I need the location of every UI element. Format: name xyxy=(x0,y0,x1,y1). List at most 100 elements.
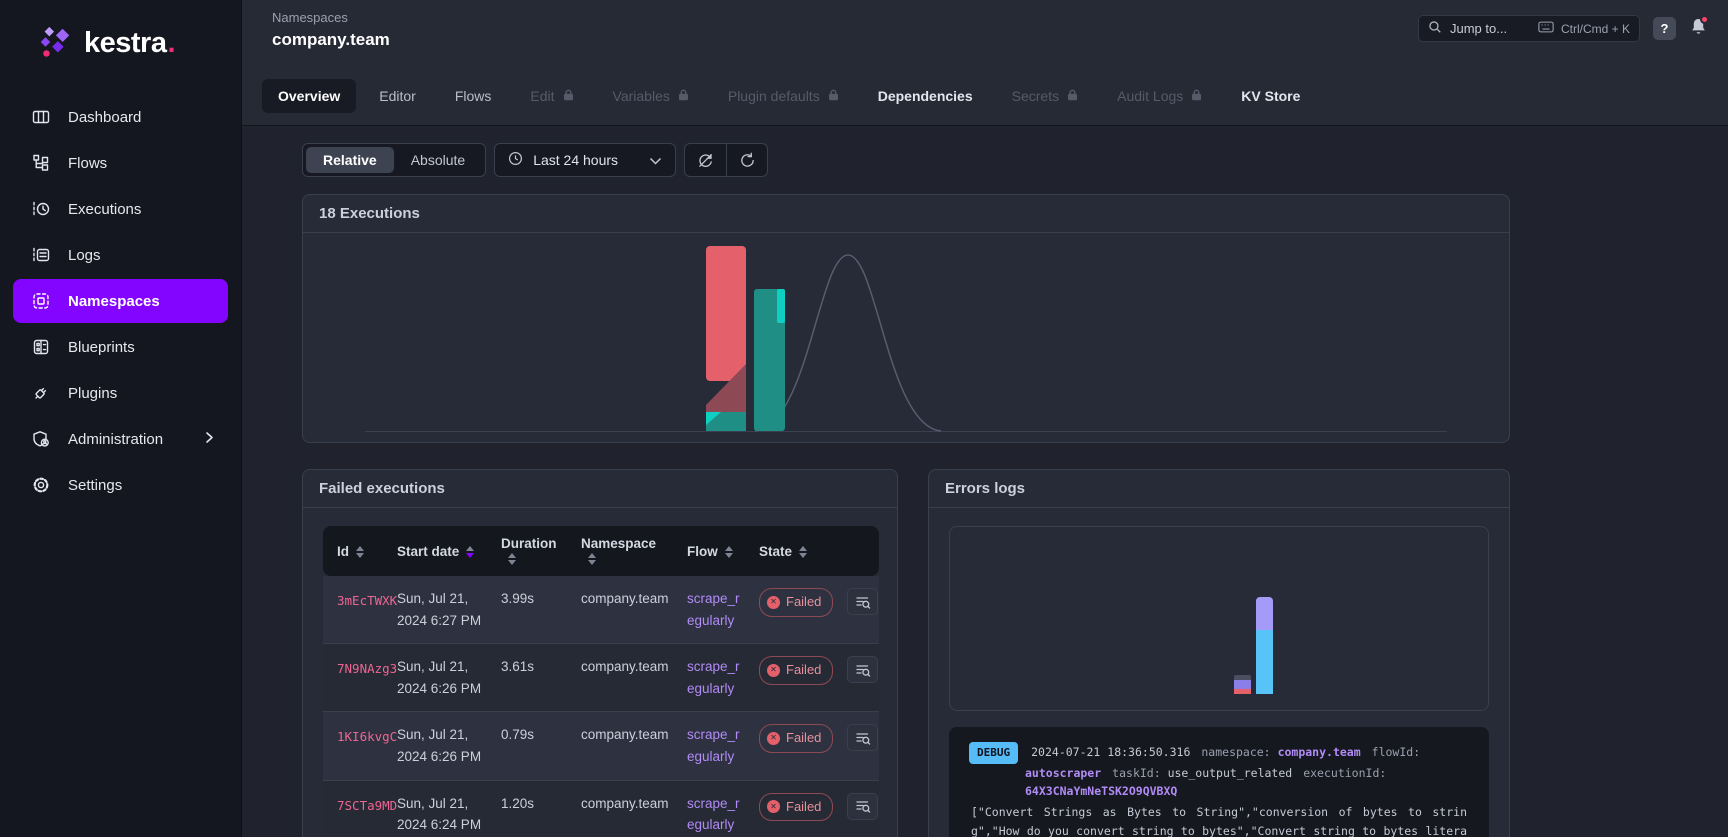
tab-label: Plugin defaults xyxy=(727,87,820,104)
sidebar-item-logs[interactable]: Logs xyxy=(13,233,228,277)
help-button[interactable]: ? xyxy=(1653,17,1676,40)
flow-link[interactable]: scrape_regularly xyxy=(687,659,740,696)
table-row[interactable]: 7N9NAzg3 Sun, Jul 21, 2024 6:26 PM 3.61s… xyxy=(323,643,879,712)
execution-id-link[interactable]: 1KI6kvgC xyxy=(337,729,398,745)
executions-card: 18 Executions xyxy=(302,194,1510,443)
table-row[interactable]: 3mEcTWXK Sun, Jul 21, 2024 6:27 PM 3.99s… xyxy=(323,576,879,644)
search-placeholder: Jump to... xyxy=(1450,21,1508,36)
logo-wordmark: kestra xyxy=(84,26,167,59)
log-level-badge: DEBUG xyxy=(969,742,1019,764)
col-state[interactable]: State xyxy=(751,526,839,576)
bar2-success-segment xyxy=(754,289,785,431)
status-badge-failed: ✕ Failed xyxy=(759,792,834,822)
failed-circle-x-icon: ✕ xyxy=(767,800,780,814)
namespace-value[interactable]: company.team xyxy=(1277,745,1361,759)
search-shortcut-hint: Ctrl/Cmd + K xyxy=(1560,21,1630,36)
jump-to-search-input[interactable]: Jump to... Ctrl/Cmd + K xyxy=(1418,15,1640,42)
duration-cell: 0.79s xyxy=(501,727,535,743)
sort-asc-icon xyxy=(724,545,733,551)
col-duration[interactable]: Duration xyxy=(493,526,573,576)
search-icon xyxy=(1428,20,1442,37)
flows-icon xyxy=(31,153,51,173)
sidebar-item-blueprints[interactable]: Blueprints xyxy=(13,325,228,369)
executions-card-title: 18 Executions xyxy=(303,195,1509,233)
sidebar-item-label: Settings xyxy=(68,476,123,494)
tab-variables[interactable]: Variables xyxy=(597,79,705,113)
flow-link[interactable]: scrape_regularly xyxy=(687,727,740,764)
start-date-cell: Sun, Jul 21, 2024 6:26 PM xyxy=(397,727,482,764)
execution-id-link[interactable]: 3mEcTWXK xyxy=(337,593,398,608)
auto-refresh-off-button[interactable] xyxy=(685,144,726,176)
sidebar-item-dashboard[interactable]: Dashboard xyxy=(13,95,228,139)
sidebar-item-namespaces[interactable]: Namespaces xyxy=(13,279,228,323)
flow-link[interactable]: scrape_regularly xyxy=(687,591,740,628)
duration-cell: 3.61s xyxy=(501,659,535,675)
col-namespace[interactable]: Namespace xyxy=(573,526,679,576)
sort-asc-icon xyxy=(356,545,364,551)
taskid-value: use_output_related xyxy=(1167,765,1293,780)
namespace-cell: company.team xyxy=(581,659,669,675)
tab-edit[interactable]: Edit xyxy=(514,79,589,113)
tab-kv-store[interactable]: KV Store xyxy=(1225,79,1316,113)
notifications-bell-icon[interactable] xyxy=(1689,15,1709,42)
tab-label: Variables xyxy=(612,87,670,104)
row-logs-button[interactable] xyxy=(847,724,878,752)
tab-dependencies[interactable]: Dependencies xyxy=(862,79,989,113)
refresh-button[interactable] xyxy=(726,144,767,176)
tab-label: Overview xyxy=(278,87,341,104)
sidebar-item-administration[interactable]: Administration xyxy=(13,417,228,461)
bar-overlap-segment xyxy=(706,364,746,412)
tab-flows[interactable]: Flows xyxy=(439,79,508,113)
absolute-toggle[interactable]: Absolute xyxy=(410,152,466,168)
executions-icon xyxy=(31,199,51,219)
executions-bar-chart[interactable] xyxy=(303,233,1509,442)
status-badge-failed: ✕ Failed xyxy=(759,588,834,617)
content: Relative Absolute Last 24 hours xyxy=(242,126,1728,837)
execution-id-link[interactable]: 7SCTa9MD xyxy=(337,797,398,813)
tab-editor[interactable]: Editor xyxy=(363,79,432,113)
col-id[interactable]: Id xyxy=(323,526,389,576)
tab-plugin-defaults[interactable]: Plugin defaults xyxy=(712,79,855,113)
time-range-select[interactable]: Last 24 hours xyxy=(494,143,677,177)
filter-row: Relative Absolute Last 24 hours xyxy=(302,143,1510,177)
failed-circle-x-icon: ✕ xyxy=(767,732,780,746)
start-date-cell: Sun, Jul 21, 2024 6:26 PM xyxy=(397,659,482,696)
sidebar-item-plugins[interactable]: Plugins xyxy=(13,371,228,415)
tab-secrets[interactable]: Secrets xyxy=(996,79,1094,113)
errors-logs-card: Errors logs xyxy=(928,469,1510,837)
sidebar-item-executions[interactable]: Executions xyxy=(13,187,228,231)
page-title: company.team xyxy=(272,30,390,49)
failed-executions-table: Id Start date Duration Namespace Flow St… xyxy=(323,526,879,837)
errors-logs-chart[interactable] xyxy=(949,526,1489,711)
flow-link[interactable]: scrape_regularly xyxy=(687,795,740,833)
bar-success-segment xyxy=(706,412,746,431)
table-row[interactable]: 1KI6kvgC Sun, Jul 21, 2024 6:26 PM 0.79s… xyxy=(323,711,879,781)
row-logs-button[interactable] xyxy=(847,588,878,615)
executionid-value[interactable]: 64X3CNaYmNeTSK2O9QVBXQ xyxy=(1025,783,1178,798)
log-entry[interactable]: DEBUG 2024-07-21 18:36:50.316 namespace: c… xyxy=(949,727,1489,837)
tab-overview[interactable]: Overview xyxy=(262,78,357,113)
sidebar-item-label: Blueprints xyxy=(68,338,135,356)
row-logs-button[interactable] xyxy=(847,792,878,820)
relative-toggle[interactable]: Relative xyxy=(306,147,394,173)
duration-cell: 3.99s xyxy=(501,591,535,606)
bar2-running-notch xyxy=(777,289,785,323)
topbar: Namespaces company.team Jump to... Ctrl/… xyxy=(242,0,1728,66)
breadcrumb[interactable]: Namespaces xyxy=(272,10,348,25)
plugins-icon xyxy=(31,383,51,403)
col-start-date[interactable]: Start date xyxy=(389,526,493,576)
execution-id-link[interactable]: 7N9NAzg3 xyxy=(337,661,398,677)
keyboard-icon xyxy=(1538,21,1554,36)
col-actions xyxy=(839,526,879,576)
chevron-down-icon xyxy=(649,152,662,168)
col-flow[interactable]: Flow xyxy=(679,526,751,576)
row-logs-button[interactable] xyxy=(847,656,878,684)
sort-desc-icon xyxy=(724,552,733,558)
flowid-value[interactable]: autoscraper xyxy=(1025,765,1102,780)
logo-dot: . xyxy=(167,26,176,59)
sort-asc-icon xyxy=(466,545,475,551)
sidebar-item-settings[interactable]: Settings xyxy=(13,463,228,507)
table-row[interactable]: 7SCTa9MD Sun, Jul 21, 2024 6:24 PM 1.20s… xyxy=(323,780,879,837)
sidebar-item-flows[interactable]: Flows xyxy=(13,141,228,185)
tab-audit-logs[interactable]: Audit Logs xyxy=(1101,79,1218,113)
